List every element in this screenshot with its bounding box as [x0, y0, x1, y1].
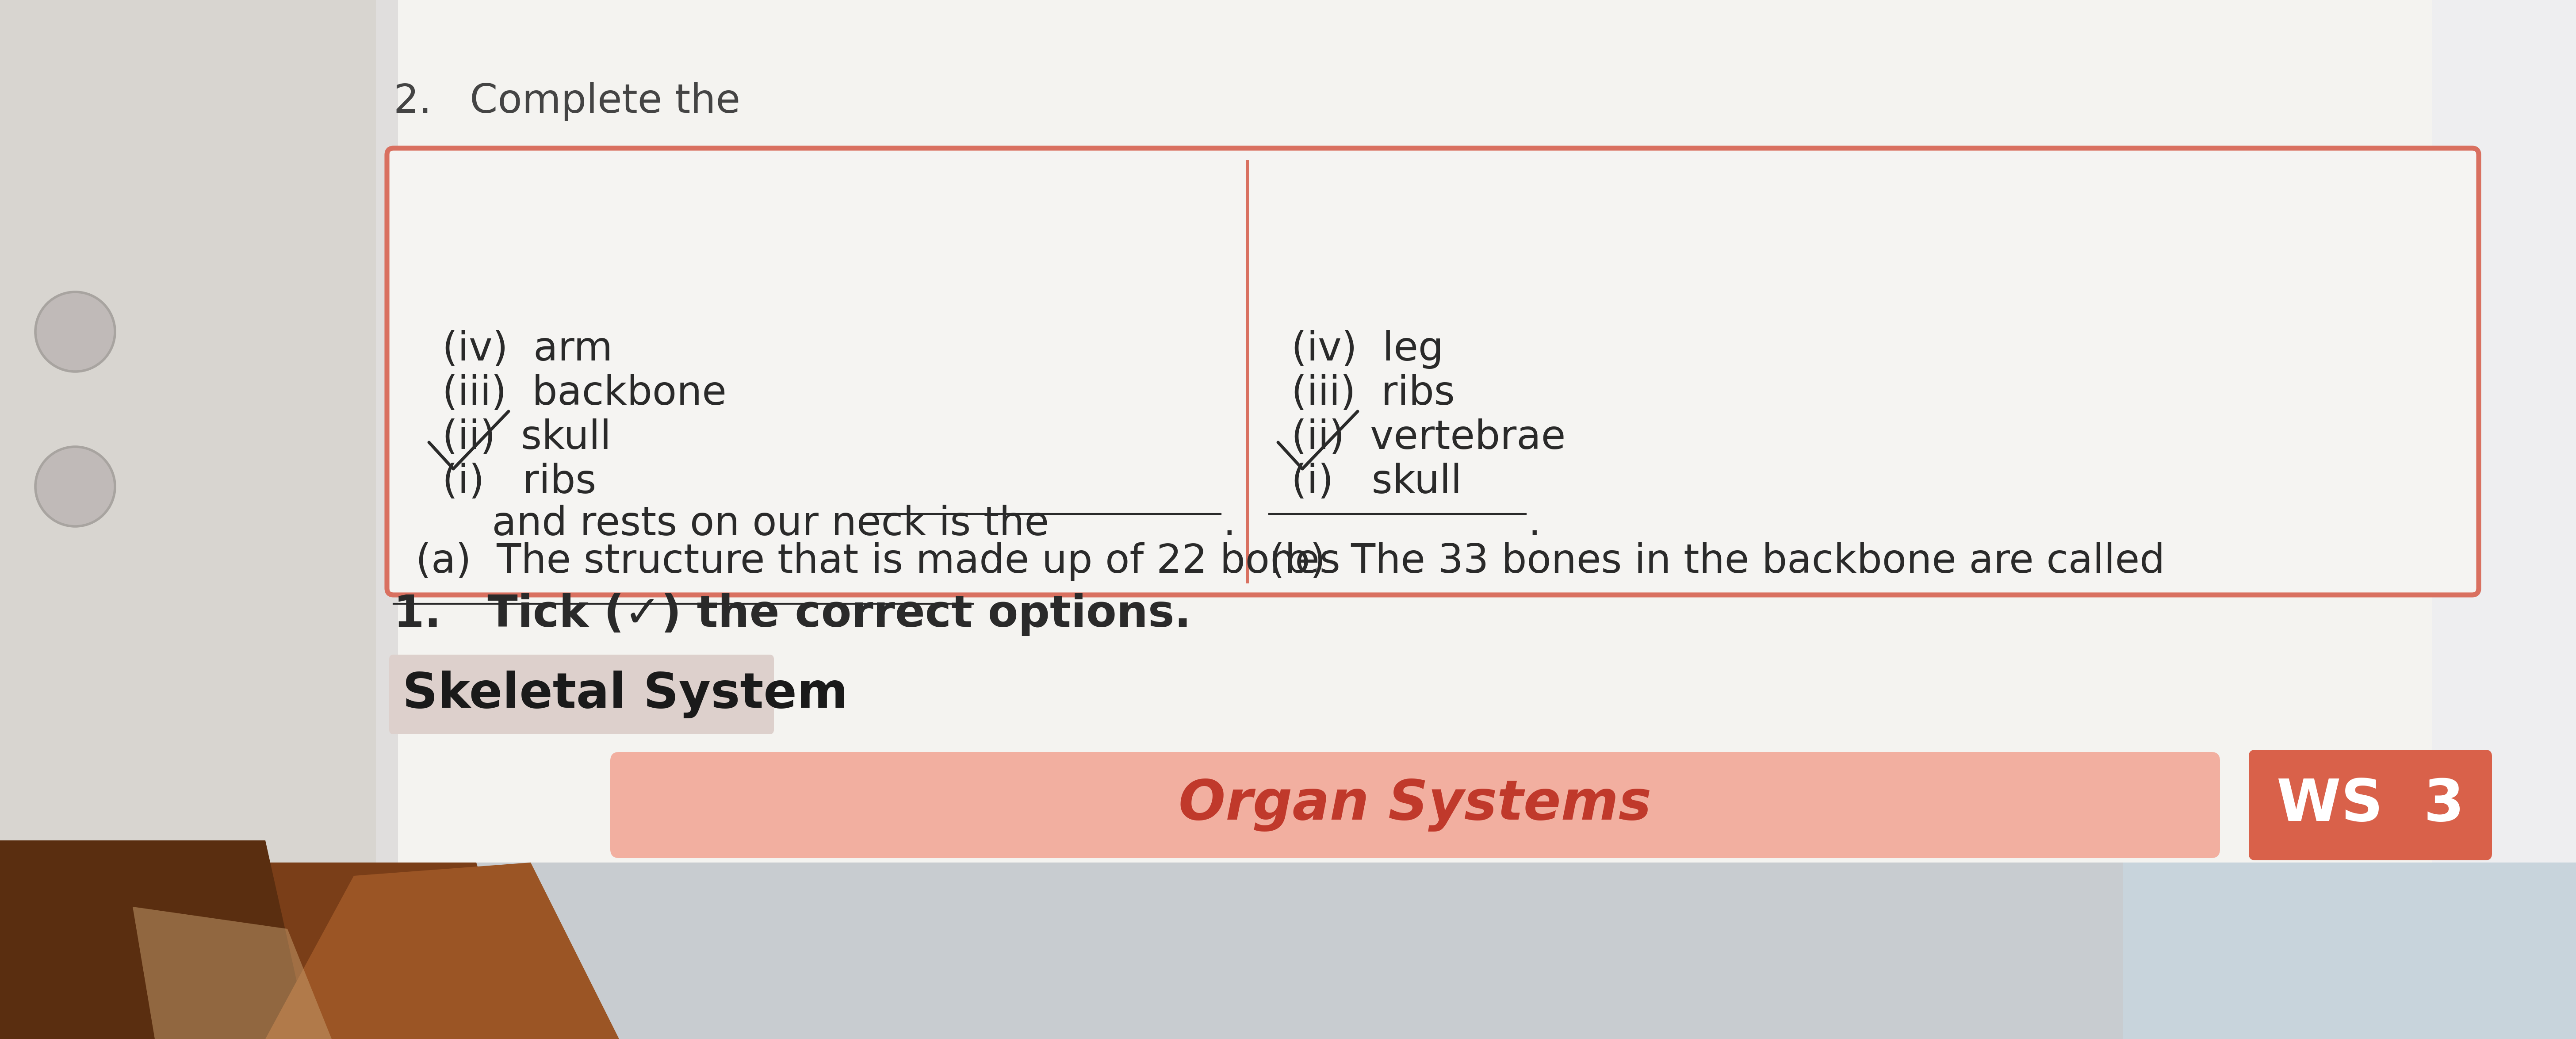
Text: WS  3: WS 3 [2277, 777, 2465, 833]
Text: .: . [1528, 505, 1540, 543]
Bar [0, 0, 376, 862]
Text: (i)   ribs: (i) ribs [443, 462, 595, 502]
Text: (iv)  arm: (iv) arm [443, 330, 613, 369]
FancyBboxPatch shape [386, 149, 2478, 595]
Polygon shape [0, 841, 309, 1039]
Text: .: . [1224, 505, 1236, 543]
Text: (ii)  vertebrae: (ii) vertebrae [1291, 419, 1566, 457]
Text: 2.   Complete the: 2. Complete the [394, 82, 739, 122]
Polygon shape [134, 907, 332, 1039]
FancyBboxPatch shape [389, 655, 773, 735]
Bar [2432, 0, 2576, 862]
Text: (ii)  skull: (ii) skull [443, 419, 611, 457]
Polygon shape [265, 862, 618, 1039]
Polygon shape [0, 752, 531, 1039]
Text: (iv)  leg: (iv) leg [1291, 330, 1443, 369]
Circle shape [36, 292, 116, 372]
Text: (iii)  backbone: (iii) backbone [443, 374, 726, 414]
FancyBboxPatch shape [2249, 750, 2491, 860]
Text: Organ Systems: Organ Systems [1180, 778, 1651, 832]
Text: 1.   Tick (✓) the correct options.: 1. Tick (✓) the correct options. [394, 593, 1190, 636]
Text: (i)   skull: (i) skull [1291, 462, 1461, 502]
Bar [353, 0, 2432, 862]
Text: (b)  The 33 bones in the backbone are called: (b) The 33 bones in the backbone are cal… [1270, 542, 2164, 581]
Text: (iii)  ribs: (iii) ribs [1291, 374, 1455, 414]
Text: and rests on our neck is the: and rests on our neck is the [415, 505, 1048, 543]
FancyBboxPatch shape [611, 752, 2221, 858]
Bar [0, 841, 2576, 1039]
Bar [2123, 841, 2576, 1039]
Text: Skeletal System: Skeletal System [402, 670, 848, 718]
Circle shape [36, 447, 116, 527]
Text: (a)  The structure that is made up of 22 bones: (a) The structure that is made up of 22 … [415, 542, 1340, 581]
Bar [353, 0, 399, 862]
